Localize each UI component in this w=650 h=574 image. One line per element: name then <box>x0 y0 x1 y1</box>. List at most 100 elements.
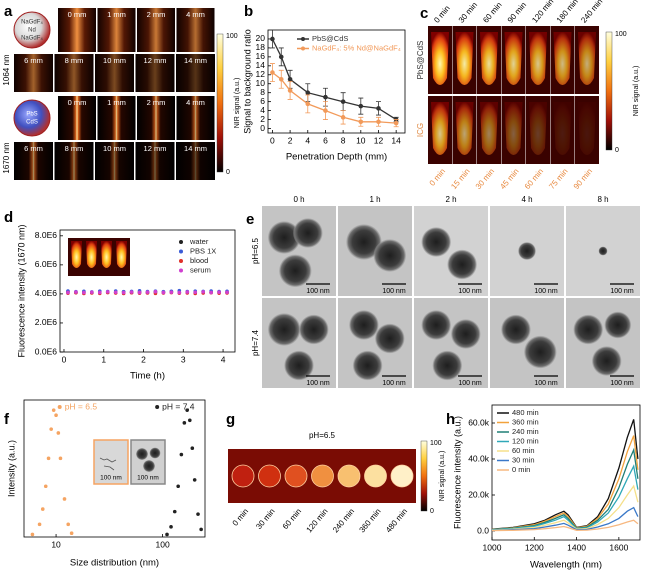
data-point <box>177 290 182 295</box>
data-point <box>66 522 71 527</box>
time-label: 360 min <box>357 507 382 535</box>
y-tick-label: 14 <box>256 60 266 70</box>
scale-label: 100 nm <box>306 288 330 295</box>
depth-label: 0 mm <box>68 98 87 107</box>
time-label: 0 h <box>293 195 304 204</box>
depth-label: 6 mm <box>24 144 43 153</box>
panel-label: b <box>244 3 253 20</box>
time-label: 120 min <box>530 0 555 25</box>
data-point <box>161 290 166 295</box>
particle <box>447 249 477 280</box>
glow <box>54 54 94 92</box>
y-tick-label: 0.0E6 <box>35 346 57 356</box>
glow <box>97 96 136 140</box>
data-point <box>182 421 187 425</box>
glow <box>58 8 96 52</box>
legend-label: pH = 7.4 <box>162 401 195 411</box>
depth-label: 2 mm <box>147 98 166 107</box>
time-label: 0 min <box>432 4 451 25</box>
x-tick-label: 12 <box>374 135 384 145</box>
glow <box>58 96 96 140</box>
data-point <box>179 452 184 457</box>
scale-label: 100 nm <box>534 288 558 295</box>
colorbar-max: 100 <box>615 31 627 38</box>
particle-label: PbS <box>26 112 37 118</box>
y-tick-label: 0 <box>260 123 265 133</box>
glow <box>135 142 175 180</box>
data-point <box>393 120 399 126</box>
x-tick-label: 2 <box>288 135 293 145</box>
scale-label: 100 nm <box>610 380 634 387</box>
well <box>311 464 334 488</box>
data-point <box>74 290 78 294</box>
tube <box>431 102 449 155</box>
depth-label: 10 mm <box>103 56 126 65</box>
time-label: 45 min <box>498 167 520 191</box>
time-label: 240 min <box>579 0 604 25</box>
data-point <box>90 290 94 294</box>
time-label: 60 min <box>481 0 503 24</box>
tube <box>578 102 596 155</box>
well <box>337 464 361 488</box>
panel-label: g <box>226 411 235 428</box>
y-tick-label: 40.0k <box>468 453 490 463</box>
colorbar-label: NIR signal (a.u.) <box>633 66 640 117</box>
data-point <box>169 525 173 529</box>
legend-swatch <box>179 249 183 254</box>
panel-title: pH=6.5 <box>309 431 336 440</box>
data-point <box>188 418 192 423</box>
x-tick-label: 100 <box>156 539 170 549</box>
time-label: 120 min <box>304 507 329 535</box>
time-label: 0 min <box>428 167 447 188</box>
data-point <box>323 108 328 113</box>
tube <box>480 102 498 155</box>
y-axis-label: Fluorescence intensity (a.u.) <box>452 416 462 529</box>
particle <box>136 448 148 460</box>
data-point <box>51 408 56 412</box>
data-point <box>69 531 74 535</box>
data-point <box>56 431 61 435</box>
data-point <box>97 290 102 295</box>
scale-label: 100 nm <box>610 288 634 295</box>
legend-swatch <box>179 240 183 244</box>
y-tick-label: 6 <box>260 96 265 106</box>
tube <box>71 241 82 268</box>
particle <box>267 313 301 346</box>
time-label: 2 h <box>445 195 456 204</box>
time-label: 90 min <box>506 0 528 24</box>
data-point <box>137 290 142 295</box>
depth-label: 1 mm <box>107 10 126 19</box>
particle-sketch <box>13 11 51 49</box>
colorbar-label: NIR signal (a.u.) <box>234 78 241 129</box>
y-tick-label: 20.0k <box>468 489 490 499</box>
data-point <box>376 119 381 125</box>
row-label: 1064 nm <box>2 54 11 85</box>
y-tick-label: 10 <box>256 78 266 88</box>
scale-label: 100 nm <box>137 475 159 482</box>
data-point <box>278 54 284 60</box>
data-point <box>37 522 42 527</box>
well <box>390 464 414 488</box>
tube <box>116 241 127 268</box>
data-point <box>54 413 58 418</box>
time-label: 0 min <box>231 507 250 528</box>
data-point <box>30 532 35 537</box>
data-point <box>201 290 205 294</box>
particle <box>373 239 407 272</box>
particle <box>598 246 608 256</box>
particle <box>451 319 481 349</box>
x-tick-label: 6 <box>323 135 328 145</box>
data-point <box>358 103 364 109</box>
scale-label: 100 nm <box>458 288 482 295</box>
row-label: pH=6.5 <box>251 237 260 264</box>
depth-label: 0 mm <box>68 10 87 19</box>
well <box>284 464 308 488</box>
legend-label: blood <box>190 256 208 265</box>
data-point <box>40 507 45 511</box>
particle <box>293 218 323 248</box>
legend-label: 60 min <box>512 446 535 455</box>
tube <box>504 32 523 85</box>
x-tick-label: 1400 <box>567 542 586 552</box>
data-point <box>193 290 198 295</box>
